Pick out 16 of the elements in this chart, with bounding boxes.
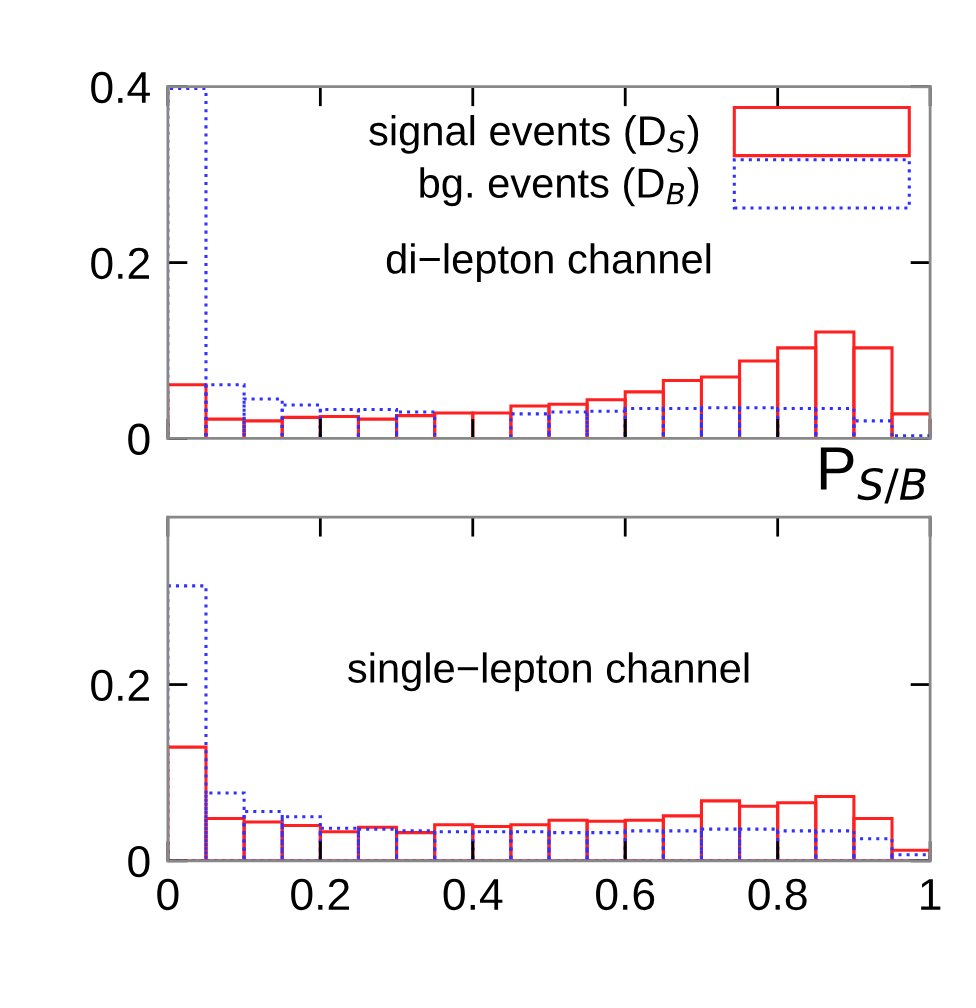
y-tick-label: 0	[128, 423, 150, 456]
x-axis-title: P$_{S/B}$	[820, 447, 926, 504]
annotation: di−lepton channel	[386, 243, 711, 282]
x-tick-label: 0.6	[596, 878, 655, 911]
y-tick-label: 0	[128, 845, 150, 878]
x-tick-label: 0.2	[291, 878, 349, 911]
x-tick-label: 0.4	[443, 878, 503, 911]
y-tick-label: 0.2	[91, 669, 149, 702]
y-tick-label: 0.4	[91, 71, 150, 104]
x-tick-label: 1	[921, 879, 941, 910]
legend-label: bg. events (D$_{B}$)	[420, 167, 699, 207]
y-tick-label: 0.2	[91, 247, 149, 280]
x-tick-label: 0.8	[748, 878, 807, 911]
annotation: single−lepton channel	[348, 652, 749, 692]
x-tick-label: 0	[157, 878, 179, 911]
legend-label: signal events (D$_{S}$)	[369, 115, 699, 154]
